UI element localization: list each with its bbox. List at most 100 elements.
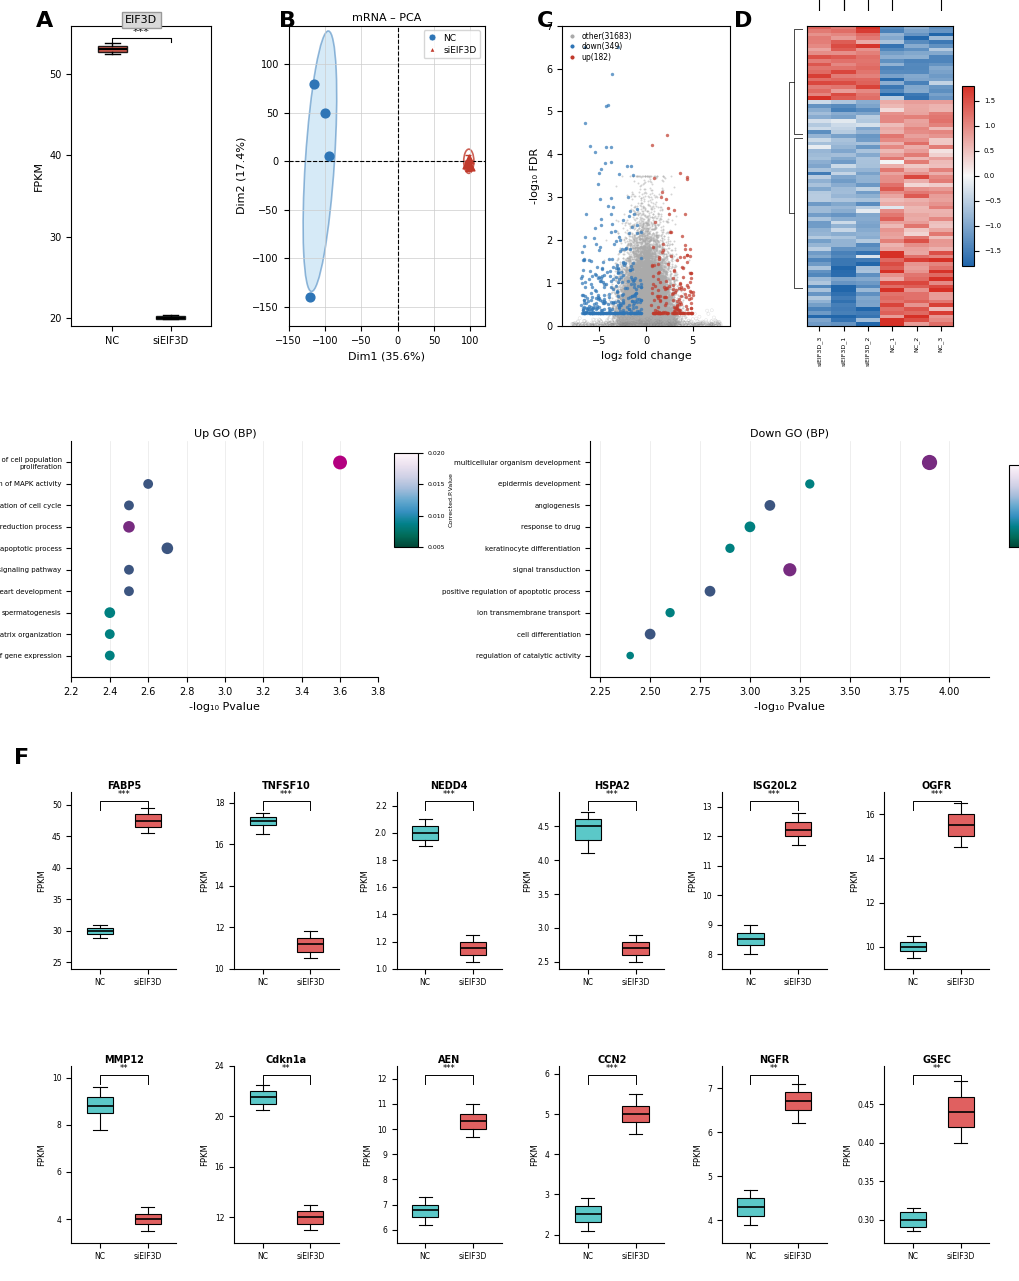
Point [634,292,650,313]
Point [641,310,657,330]
Point [613,282,630,302]
Point [647,314,663,334]
Point [630,314,646,334]
Point [645,304,661,324]
Point [647,298,663,319]
Point [648,315,664,336]
Point [613,291,630,311]
Point [641,288,657,309]
Point [640,277,656,297]
Point [648,311,664,332]
Point [651,310,667,330]
Point [628,311,644,332]
Point [640,306,656,327]
Point [650,293,666,314]
Point [650,300,666,320]
Point [635,264,651,284]
Point [673,301,689,322]
Point [648,313,664,333]
Point [645,313,661,333]
Point [652,313,668,333]
Point [645,261,661,282]
Point [641,307,657,328]
Point [651,311,667,332]
Point [632,256,648,277]
Point [575,260,591,281]
Point [607,310,624,330]
Point [626,300,642,320]
Point [650,313,666,333]
Point [644,304,660,324]
Point [642,300,658,320]
Point [659,245,676,265]
Point [654,297,671,318]
Point [654,250,671,270]
Point [635,290,651,310]
Point [640,314,656,334]
Point [627,292,643,313]
Point [634,298,650,319]
Point [648,281,664,301]
Point [625,310,641,330]
Point [622,277,638,297]
Point [655,277,672,297]
Point [643,275,659,296]
Point [626,292,642,313]
Point [656,295,673,315]
Point [636,309,652,329]
Point [651,297,667,318]
Point [648,270,664,291]
Point [638,311,654,332]
Point [638,304,654,324]
Point [711,315,728,336]
Point [641,310,657,330]
Point [633,315,649,336]
Point [636,281,652,301]
Point [629,247,645,268]
Point [639,218,655,238]
Point [651,314,667,334]
Point [615,305,632,325]
Point [641,291,657,311]
Point [633,292,649,313]
Point [619,286,635,306]
Point [632,272,648,292]
Point [653,305,669,325]
Point [651,298,667,319]
Point [634,314,650,334]
Point [639,313,655,333]
Point [639,301,655,322]
Point [640,298,656,319]
Point [631,298,647,319]
Point [627,291,643,311]
Point [646,306,662,327]
Point [672,302,688,323]
Point [649,313,665,333]
Point [651,268,667,288]
Point [642,301,658,322]
Point [643,300,659,320]
Point [654,298,671,319]
Point [462,156,478,177]
Point [629,292,645,313]
Point [631,313,647,333]
Point [651,277,667,297]
Point [633,292,649,313]
Point [637,313,653,333]
Point [631,288,647,309]
Point [640,314,656,334]
Point [623,291,639,311]
Point [655,300,672,320]
Point [627,305,643,325]
Point [649,284,665,305]
Point [632,287,648,307]
Point [644,307,660,328]
Point [628,310,644,330]
Point [638,301,654,322]
Point [638,282,654,302]
Point [641,298,657,319]
Point [628,291,644,311]
Point [637,307,653,328]
Point [629,310,645,330]
Point [627,314,643,334]
